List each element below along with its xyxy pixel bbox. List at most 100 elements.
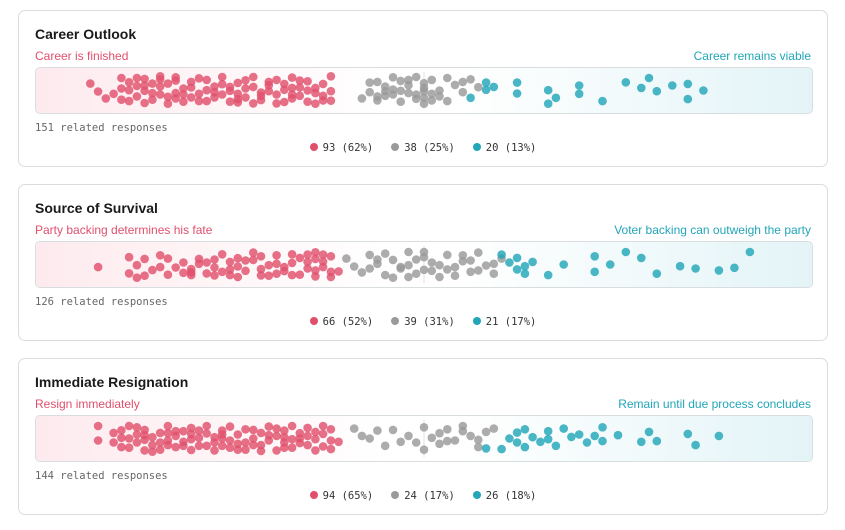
response-dot-neutral[interactable] <box>466 256 475 265</box>
response-dot-neutral[interactable] <box>380 86 390 96</box>
response-dot-negative[interactable] <box>311 248 320 257</box>
response-dot-negative[interactable] <box>233 98 243 107</box>
response-dot-negative[interactable] <box>132 260 142 270</box>
response-dot-negative[interactable] <box>101 94 111 103</box>
response-dot-neutral[interactable] <box>458 77 468 87</box>
response-dot-negative[interactable] <box>179 268 188 278</box>
response-dot-negative[interactable] <box>326 436 336 445</box>
response-dot-neutral[interactable] <box>357 431 367 441</box>
response-dot-neutral[interactable] <box>443 96 452 106</box>
response-dot-negative[interactable] <box>124 269 134 278</box>
response-dot-neutral[interactable] <box>419 99 429 108</box>
response-dot-positive[interactable] <box>559 424 568 433</box>
response-dot-neutral[interactable] <box>373 255 382 264</box>
response-dot-positive[interactable] <box>683 429 693 439</box>
response-dot-neutral[interactable] <box>474 442 483 452</box>
response-dot-negative[interactable] <box>264 430 274 440</box>
response-dot-positive[interactable] <box>621 78 631 87</box>
response-dot-neutral[interactable] <box>411 255 421 264</box>
response-dot-negative[interactable] <box>272 99 281 108</box>
response-dot-neutral[interactable] <box>411 269 421 278</box>
response-dot-negative[interactable] <box>202 421 211 431</box>
response-dot-neutral[interactable] <box>443 425 452 434</box>
response-dot-negative[interactable] <box>256 428 266 438</box>
response-dot-positive[interactable] <box>675 261 685 271</box>
response-dot-negative[interactable] <box>256 440 266 450</box>
response-dot-positive[interactable] <box>637 83 646 93</box>
response-dot-negative[interactable] <box>124 252 134 262</box>
response-dot-neutral[interactable] <box>450 262 460 272</box>
response-dot-negative[interactable] <box>186 93 196 102</box>
response-dot-negative[interactable] <box>287 434 297 444</box>
response-dot-negative[interactable] <box>311 272 320 281</box>
response-dot-positive[interactable] <box>536 437 545 447</box>
response-dot-negative[interactable] <box>210 446 219 455</box>
response-dot-negative[interactable] <box>318 250 328 259</box>
response-dot-negative[interactable] <box>202 429 211 438</box>
response-dot-negative[interactable] <box>303 86 312 95</box>
response-dot-negative[interactable] <box>311 254 320 264</box>
response-dot-positive[interactable] <box>714 266 724 275</box>
response-dot-negative[interactable] <box>295 91 305 101</box>
response-dot-positive[interactable] <box>598 436 607 446</box>
response-dot-negative[interactable] <box>132 92 142 101</box>
response-dot-negative[interactable] <box>117 95 126 104</box>
response-dot-neutral[interactable] <box>466 431 475 441</box>
response-dot-negative[interactable] <box>171 263 180 272</box>
response-dot-negative[interactable] <box>163 92 173 102</box>
response-dot-positive[interactable] <box>699 86 708 95</box>
response-dot-negative[interactable] <box>272 431 281 441</box>
response-dot-negative[interactable] <box>155 428 165 438</box>
response-dot-neutral[interactable] <box>435 86 444 95</box>
response-dot-negative[interactable] <box>163 428 173 438</box>
response-dot-negative[interactable] <box>249 425 258 435</box>
response-dot-negative[interactable] <box>210 263 219 272</box>
response-dot-negative[interactable] <box>140 271 149 280</box>
response-dot-negative[interactable] <box>241 266 250 276</box>
response-dot-negative[interactable] <box>124 78 134 87</box>
response-dot-negative[interactable] <box>272 90 281 99</box>
response-dot-positive[interactable] <box>613 430 623 440</box>
response-dot-positive[interactable] <box>582 438 592 447</box>
response-dot-negative[interactable] <box>225 436 235 445</box>
response-dot-negative[interactable] <box>256 271 266 280</box>
response-dot-negative[interactable] <box>264 271 274 280</box>
response-dot-negative[interactable] <box>295 76 305 85</box>
response-dot-neutral[interactable] <box>489 269 499 278</box>
response-dot-negative[interactable] <box>155 251 165 260</box>
response-dot-neutral[interactable] <box>396 262 406 272</box>
response-dot-negative[interactable] <box>272 259 281 269</box>
response-dot-negative[interactable] <box>272 75 281 85</box>
response-dot-negative[interactable] <box>287 270 297 280</box>
response-dot-neutral[interactable] <box>373 426 382 435</box>
response-dot-neutral[interactable] <box>365 78 375 87</box>
response-dot-negative[interactable] <box>280 85 289 95</box>
response-dot-negative[interactable] <box>241 76 250 85</box>
response-dot-neutral[interactable] <box>427 258 437 267</box>
response-dot-positive[interactable] <box>637 437 646 447</box>
response-dot-neutral[interactable] <box>474 248 483 257</box>
response-dot-negative[interactable] <box>117 84 126 93</box>
response-dot-negative[interactable] <box>217 72 227 82</box>
response-dot-negative[interactable] <box>334 437 343 447</box>
response-dot-negative[interactable] <box>155 90 165 99</box>
response-dot-positive[interactable] <box>644 73 654 83</box>
response-dot-positive[interactable] <box>543 426 553 436</box>
response-dot-negative[interactable] <box>155 82 165 91</box>
response-dot-negative[interactable] <box>93 262 103 272</box>
response-dot-negative[interactable] <box>272 424 281 433</box>
response-dot-neutral[interactable] <box>427 96 437 105</box>
response-dot-neutral[interactable] <box>419 247 429 257</box>
response-dot-negative[interactable] <box>132 438 142 447</box>
response-dot-neutral[interactable] <box>396 76 406 86</box>
response-dot-positive[interactable] <box>520 269 530 278</box>
response-dot-negative[interactable] <box>171 88 180 98</box>
response-dot-negative[interactable] <box>233 272 243 282</box>
response-dot-neutral[interactable] <box>427 75 437 85</box>
response-dot-negative[interactable] <box>171 76 180 85</box>
response-dot-negative[interactable] <box>249 248 258 257</box>
response-dot-negative[interactable] <box>287 421 297 431</box>
response-dot-neutral[interactable] <box>411 72 421 82</box>
response-dot-negative[interactable] <box>318 442 328 451</box>
response-dot-negative[interactable] <box>318 429 328 439</box>
